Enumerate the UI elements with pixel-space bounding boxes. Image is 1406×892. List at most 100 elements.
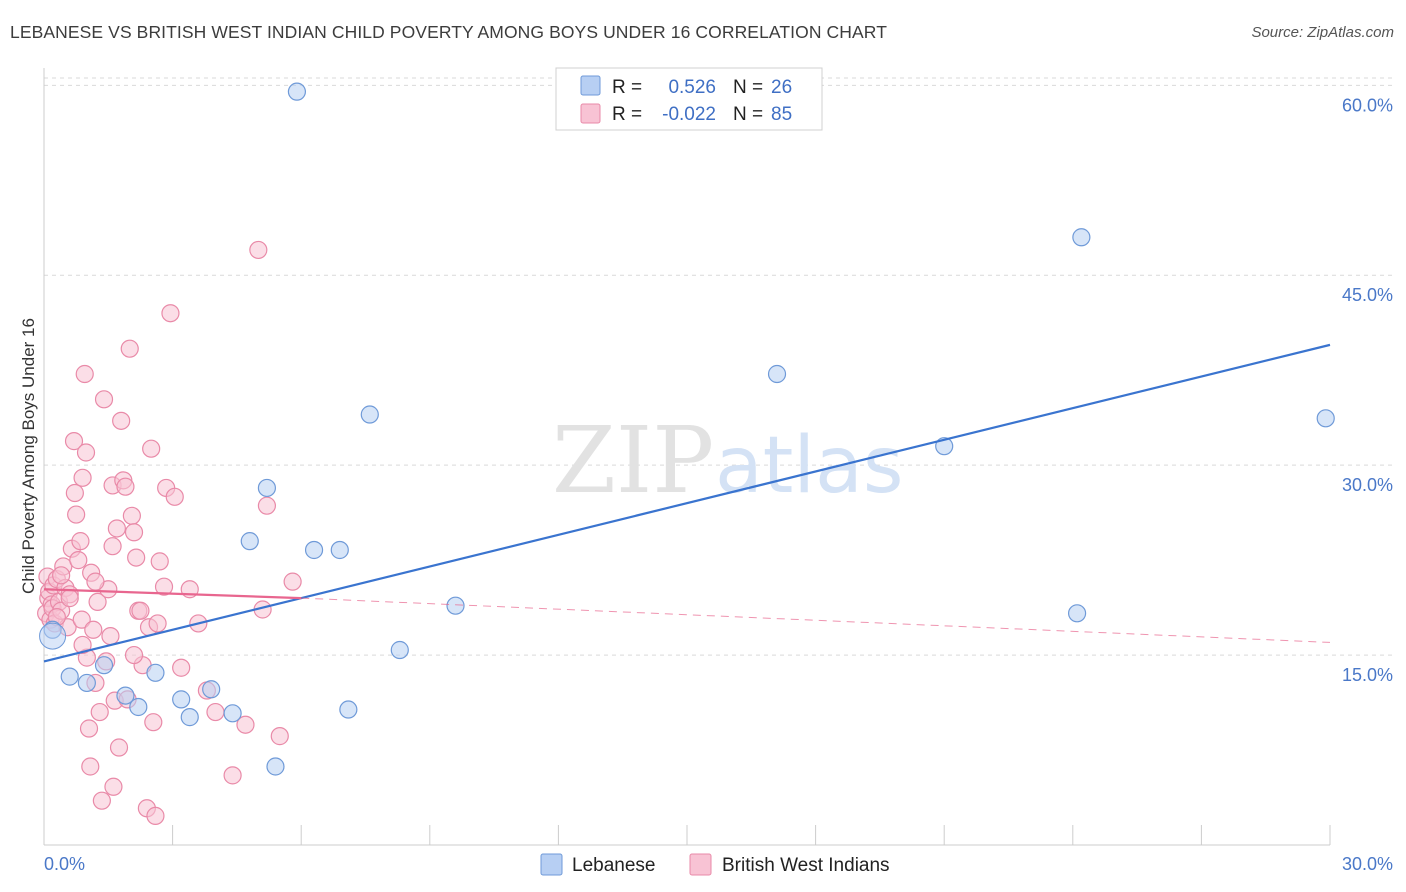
bwi-point-59: [146, 806, 165, 825]
lebanese-point-7: [172, 690, 191, 709]
x-tick-labels: 0.0% 30.0%: [44, 854, 1393, 874]
lebanese-point-20: [446, 596, 465, 615]
legend-r-label-lebanese: R =: [612, 77, 642, 98]
series-legend-label-lebanese: Lebanese: [572, 855, 655, 876]
lebanese-point-24: [1072, 228, 1091, 247]
watermark-atlas: atlas: [715, 421, 904, 511]
bwi-point-42: [107, 519, 126, 538]
bwi-point-72: [236, 715, 255, 734]
bwi-point-30: [84, 620, 103, 639]
legend-n-label-lebanese: N =: [733, 77, 763, 98]
lebanese-point-1: [60, 667, 79, 686]
lebanese-point-19: [390, 640, 409, 660]
y-tick-label-0: 15.0%: [1342, 665, 1393, 685]
lebanese-point-6: [146, 663, 165, 682]
bwi-point-34: [92, 791, 111, 810]
lebanese-point-21: [767, 364, 787, 384]
lebanese-point-large: [39, 622, 67, 650]
bwi-point-79: [60, 589, 79, 608]
series-british-west-indians: [37, 240, 302, 825]
legend-r-value-lebanese: 0.526: [668, 77, 716, 98]
lebanese-point-23: [1067, 604, 1087, 623]
lebanese-point-12: [257, 478, 277, 498]
lebanese-point-11: [240, 532, 259, 551]
bwi-point-24: [75, 364, 94, 384]
bwi-point-21: [71, 532, 90, 551]
trend-line-lebanese: [43, 343, 1331, 663]
y-tick-label-1: 30.0%: [1342, 475, 1393, 495]
y-tick-label-3: 60.0%: [1342, 95, 1393, 115]
bwi-point-75: [257, 496, 277, 515]
lebanese-point-9: [202, 680, 221, 699]
legend-r-label-bwi: R =: [612, 104, 642, 125]
watermark: ZIP atlas: [552, 407, 904, 514]
bwi-point-33: [90, 702, 109, 722]
x-tick-max: 30.0%: [1342, 854, 1393, 874]
bwi-point-27: [79, 719, 99, 738]
bwi-point-22: [72, 610, 91, 629]
bwi-point-53: [131, 601, 150, 620]
bwi-point-43: [109, 738, 129, 757]
y-tick-label-2: 45.0%: [1342, 285, 1393, 305]
correlation-legend: R = 0.526 N = 26 R = -0.022 N = 85: [555, 67, 823, 131]
bwi-point-83: [124, 645, 144, 665]
lebanese-point-25: [1316, 409, 1335, 428]
y-axis-label: Child Poverty Among Boys Under 16: [19, 318, 38, 594]
bwi-point-80: [86, 572, 105, 591]
x-tick-min: 0.0%: [44, 854, 85, 874]
source-label: Source: ZipAtlas.com: [1251, 24, 1394, 41]
bwi-point-44: [112, 411, 131, 430]
bwi-point-76: [270, 727, 289, 746]
bwi-point-38: [101, 626, 120, 646]
lebanese-point-14: [287, 82, 307, 101]
y-tick-labels: 15.0% 30.0% 45.0% 60.0%: [1342, 95, 1393, 685]
bwi-point-66: [172, 658, 191, 677]
bwi-point-19: [67, 505, 86, 524]
bwi-point-50: [124, 523, 144, 542]
lebanese-point-5: [129, 697, 148, 717]
bwi-point-46: [116, 477, 135, 496]
bwi-point-65: [165, 487, 184, 506]
series-legend-swatch-lebanese: [540, 853, 563, 876]
bwi-point-60: [148, 614, 167, 633]
bwi-point-82: [103, 537, 122, 556]
lebanese-point-13: [266, 757, 285, 776]
series-legend-swatch-british-west-indians: [689, 853, 712, 876]
lebanese-point-17: [339, 700, 358, 719]
bwi-point-73: [249, 240, 268, 260]
lebanese-point-3: [94, 656, 114, 675]
legend-n-label-bwi: N =: [733, 104, 763, 125]
bwi-point-71: [223, 766, 242, 785]
trend-line-british-west-indians: [43, 588, 302, 600]
lebanese-point-2: [77, 673, 96, 693]
lebanese-point-8: [180, 708, 199, 727]
lebanese-point-18: [360, 405, 379, 424]
bwi-point-81: [73, 635, 92, 655]
bwi-point-25: [76, 443, 96, 462]
bwi-point-62: [154, 577, 174, 596]
grid-lines: [44, 77, 1393, 656]
bwi-point-61: [150, 552, 169, 571]
bwi-point-35: [94, 390, 114, 409]
series-legend-label-british-west-indians: British West Indians: [722, 855, 890, 876]
trend-line-british-west-indians-extrapolated: [301, 597, 1331, 643]
lebanese-point-15: [304, 540, 324, 560]
bwi-point-84: [52, 566, 71, 585]
lebanese-point-16: [330, 540, 349, 560]
bwi-point-40: [104, 777, 123, 796]
trend-lines: [43, 343, 1331, 663]
series-legend: Lebanese British West Indians: [540, 853, 890, 876]
bwi-point-57: [142, 439, 161, 458]
bwi-point-51: [127, 548, 146, 567]
bwi-point-20: [69, 551, 88, 570]
bwi-point-70: [206, 702, 225, 722]
bwi-point-32: [88, 592, 107, 612]
bwi-point-48: [120, 339, 139, 358]
bwi-point-49: [122, 506, 141, 525]
watermark-zip: ZIP: [552, 407, 714, 514]
legend-r-value-bwi: -0.022: [662, 104, 716, 125]
legend-swatch-british-west-indians: [580, 103, 601, 124]
bwi-point-28: [81, 757, 100, 776]
legend-swatch-lebanese: [580, 75, 601, 96]
